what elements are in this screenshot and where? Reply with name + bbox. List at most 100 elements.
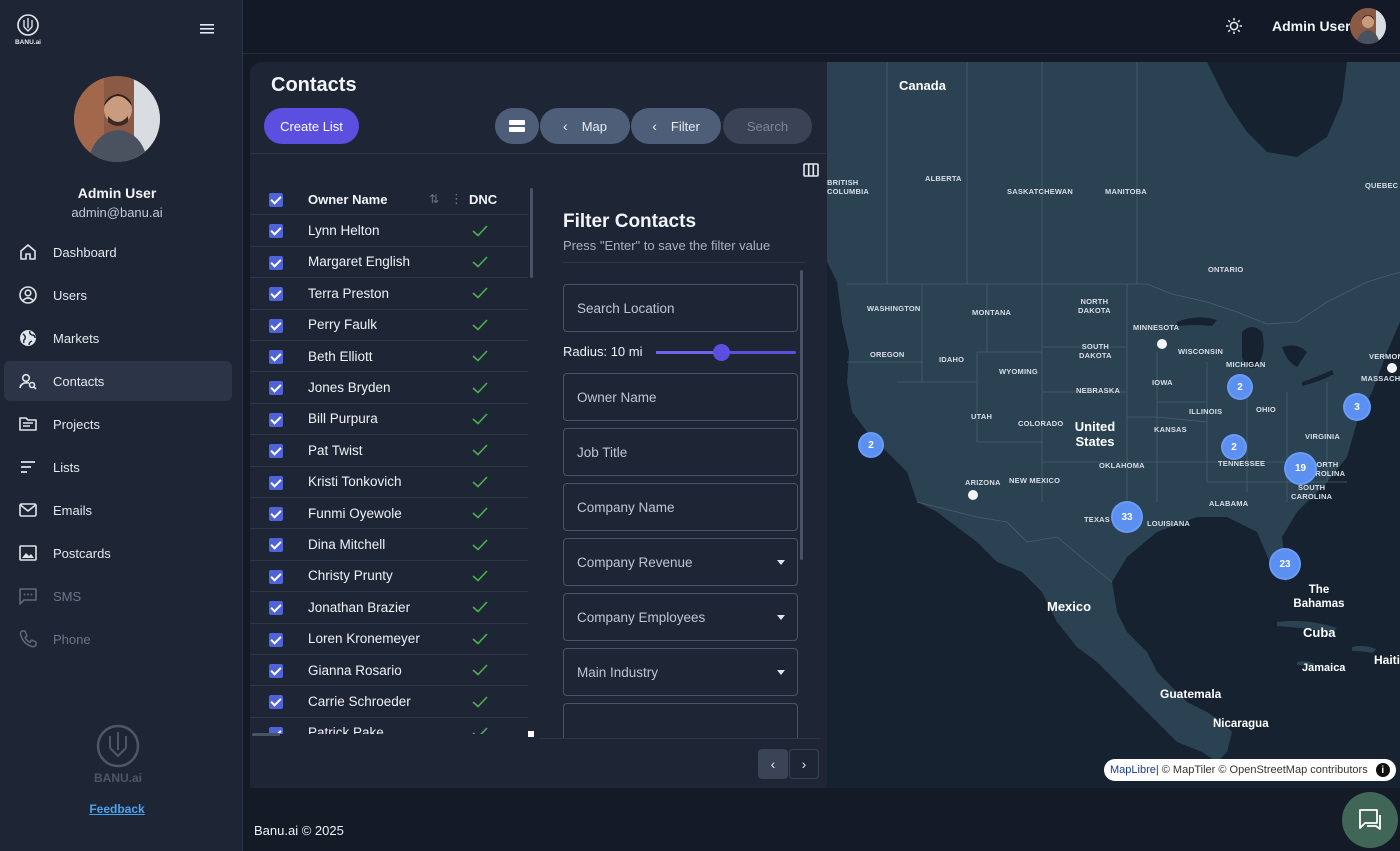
row-checkbox[interactable] <box>269 475 283 490</box>
next-page-button[interactable]: › <box>789 749 819 779</box>
next-filter-field[interactable] <box>563 703 798 738</box>
sidebar-item-sms[interactable]: SMS <box>4 576 232 616</box>
sidebar-item-dashboard[interactable]: Dashboard <box>4 232 232 272</box>
sidebar-item-markets[interactable]: Markets <box>4 318 232 358</box>
map-cluster-marker[interactable]: 23 <box>1269 548 1301 580</box>
row-checkbox[interactable] <box>269 255 283 270</box>
company-revenue-select[interactable]: Company Revenue <box>563 538 798 586</box>
table-row[interactable]: Patrick Pake <box>250 718 528 734</box>
table-horizontal-scrollbar[interactable] <box>252 733 280 736</box>
owner-name-cell: Jonathan Brazier <box>308 599 411 615</box>
sidebar-item-emails[interactable]: Emails <box>4 490 232 530</box>
map-button[interactable]: ‹ Map <box>540 108 630 144</box>
sidebar-item-postcards[interactable]: Postcards <box>4 533 232 573</box>
row-checkbox[interactable] <box>269 507 283 521</box>
map-point-marker[interactable] <box>1157 339 1167 349</box>
row-checkbox[interactable] <box>269 538 283 553</box>
sidebar-item-lists[interactable]: Lists <box>4 447 232 487</box>
table-row[interactable]: Jones Bryden <box>250 372 528 404</box>
row-checkbox[interactable] <box>269 601 283 616</box>
topbar-user-name[interactable]: Admin User <box>1272 18 1351 34</box>
column-header-owner[interactable]: Owner Name <box>308 191 388 207</box>
sidebar-item-users[interactable]: Users <box>4 275 232 315</box>
row-checkbox[interactable] <box>269 632 283 647</box>
map-point-marker[interactable] <box>968 490 978 500</box>
banu-logo[interactable]: BANU.ai <box>14 14 42 46</box>
table-vertical-scrollbar[interactable] <box>530 188 533 278</box>
sidebar-item-contacts[interactable]: Contacts <box>4 361 232 401</box>
maplibre-link[interactable]: MapLibre <box>1110 764 1156 776</box>
column-header-dnc[interactable]: DNC <box>469 191 498 207</box>
row-checkbox[interactable] <box>269 695 283 710</box>
map-cluster-marker[interactable]: 33 <box>1111 501 1143 533</box>
search-location-input[interactable]: Search Location <box>563 284 798 332</box>
main-industry-select[interactable]: Main Industry <box>563 648 798 696</box>
chevron-left-icon: ‹ <box>770 756 776 772</box>
table-row[interactable]: Pat Twist <box>250 435 528 467</box>
table-row[interactable]: Funmi Oyewole <box>250 498 528 530</box>
row-checkbox[interactable] <box>269 726 283 734</box>
sidebar-item-label: Postcards <box>53 545 111 561</box>
profile-avatar[interactable] <box>74 76 160 162</box>
table-row[interactable]: Loren Kronemeyer <box>250 624 528 655</box>
map-cluster-marker[interactable]: 2 <box>1227 374 1253 400</box>
company-employees-select[interactable]: Company Employees <box>563 593 798 641</box>
row-checkbox[interactable] <box>269 287 283 302</box>
create-list-button[interactable]: Create List <box>264 108 359 144</box>
row-checkbox[interactable] <box>269 444 283 459</box>
search-button[interactable]: Search <box>723 108 812 144</box>
table-row[interactable]: Lynn Helton <box>250 215 528 247</box>
table-row[interactable]: Christy Prunty <box>250 561 528 593</box>
sidebar: BANU.ai Admin User admin@banu.ai Dashboa… <box>0 0 243 851</box>
row-checkbox[interactable] <box>269 318 283 333</box>
prev-page-button[interactable]: ‹ <box>758 749 788 779</box>
page-title: Contacts <box>271 74 357 96</box>
table-resize-handle[interactable] <box>528 731 534 737</box>
map-point-marker[interactable] <box>1387 363 1397 373</box>
filter-button[interactable]: ‹ Filter <box>631 108 721 144</box>
theme-toggle-sun-icon[interactable] <box>1225 17 1243 35</box>
table-row[interactable]: Carrie Schroeder <box>250 686 528 718</box>
table-header: Owner Name ⇅ ⋮ DNC <box>250 184 528 216</box>
table-row[interactable]: Kristi Tonkovich <box>250 467 528 498</box>
row-checkbox[interactable] <box>269 350 283 364</box>
sort-icon[interactable]: ⇅ <box>429 192 440 207</box>
topbar-avatar[interactable] <box>1350 8 1386 44</box>
map-cluster-marker[interactable]: 19 <box>1284 452 1317 485</box>
table-row[interactable]: Bill Purpura <box>250 404 528 436</box>
menu-toggle-icon[interactable] <box>199 22 215 36</box>
table-row[interactable]: Gianna Rosario <box>250 655 528 687</box>
table-row[interactable]: Margaret English <box>250 247 528 279</box>
map-cluster-marker[interactable]: 3 <box>1343 393 1371 421</box>
row-checkbox[interactable] <box>269 412 283 427</box>
row-checkbox[interactable] <box>269 664 283 678</box>
chat-button[interactable] <box>1342 792 1398 848</box>
sidebar-item-projects[interactable]: Projects <box>4 404 232 444</box>
column-menu-icon[interactable]: ⋮ <box>450 191 463 207</box>
table-row[interactable]: Jonathan Brazier <box>250 592 528 624</box>
row-checkbox[interactable] <box>269 381 283 396</box>
select-all-checkbox[interactable] <box>269 193 283 207</box>
columns-icon[interactable] <box>803 163 819 177</box>
radius-slider[interactable] <box>656 344 796 361</box>
company-name-input[interactable]: Company Name <box>563 483 798 531</box>
view-toggle-button[interactable] <box>495 108 539 144</box>
table-row[interactable]: Beth Elliott <box>250 341 528 373</box>
filter-scrollbar[interactable] <box>800 270 803 560</box>
map-cluster-marker[interactable]: 2 <box>858 432 884 458</box>
contacts-map[interactable]: Canada United States Mexico The Bahamas … <box>827 62 1400 788</box>
row-checkbox[interactable] <box>269 569 283 584</box>
map-cluster-marker[interactable]: 2 <box>1221 434 1247 460</box>
owner-name-input[interactable]: Owner Name <box>563 373 798 421</box>
radius-slider-thumb[interactable] <box>713 344 731 361</box>
owner-name-cell: Margaret English <box>308 254 411 270</box>
info-icon[interactable]: i <box>1375 763 1390 777</box>
job-title-input[interactable]: Job Title <box>563 428 798 476</box>
feedback-link[interactable]: Feedback <box>89 802 145 816</box>
table-row[interactable]: Terra Preston <box>250 278 528 310</box>
table-row[interactable]: Perry Faulk <box>250 310 528 341</box>
table-row[interactable]: Dina Mitchell <box>250 529 528 561</box>
contacts-card: Contacts Create List ‹ Map ‹ Filter Sear… <box>250 62 1400 788</box>
sidebar-item-phone[interactable]: Phone <box>4 619 232 659</box>
row-checkbox[interactable] <box>269 224 283 239</box>
